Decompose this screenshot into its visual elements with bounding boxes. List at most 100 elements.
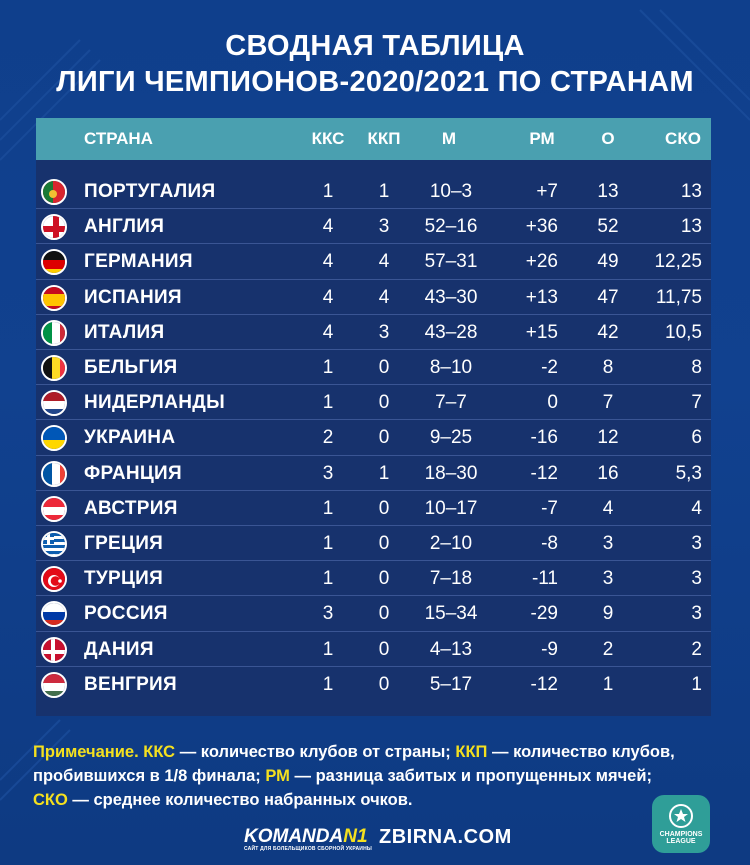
matches-value: 7–18 bbox=[429, 568, 473, 590]
note-highlight: Примечание. ККС bbox=[33, 743, 176, 761]
matches-value: 10–17 bbox=[424, 497, 478, 519]
rm-value: +15 bbox=[525, 321, 558, 343]
rm-value: -29 bbox=[530, 603, 558, 625]
table-row: ГРЕЦИЯ 1 0 2–10 -8 3 3 bbox=[36, 526, 711, 561]
kkp-value: 0 bbox=[378, 673, 390, 695]
rm-value: -12 bbox=[530, 673, 558, 695]
komanda-logo-number: N1 bbox=[343, 826, 368, 847]
matches-value: 5–17 bbox=[429, 673, 473, 695]
zbirna-site-label: ZBIRNA.COM bbox=[379, 826, 512, 848]
header-kks: ККС bbox=[311, 129, 345, 148]
komanda-logo: KOMANDAN1 САЙТ ДЛЯ БОЛЕЛЬЩИКОВ СБОРНОЙ У… bbox=[244, 826, 372, 852]
kkp-value: 1 bbox=[378, 181, 390, 202]
title-line-2: ЛИГИ ЧЕМПИОНОВ-2020/2021 ПО СТРАНАМ bbox=[56, 66, 694, 98]
kks-value: 1 bbox=[322, 392, 334, 414]
row-divider bbox=[36, 454, 711, 456]
matches-value: 10–3 bbox=[429, 181, 473, 202]
kkp-value: 0 bbox=[378, 568, 390, 590]
sko-value: 3 bbox=[691, 568, 702, 590]
table-row: ИТАЛИЯ 4 3 43–28 +15 42 10,5 bbox=[36, 315, 711, 350]
turkey-flag-icon bbox=[41, 566, 67, 593]
points-value: 7 bbox=[602, 392, 614, 414]
country-name: БЕЛЬГИЯ bbox=[84, 357, 178, 378]
matches-value: 4–13 bbox=[429, 638, 473, 660]
rm-value: +36 bbox=[525, 216, 558, 238]
row-divider bbox=[36, 278, 711, 280]
sko-value: 10,5 bbox=[665, 321, 702, 343]
rm-value: -16 bbox=[530, 427, 558, 449]
points-value: 9 bbox=[602, 603, 614, 625]
cl-logo-line-2: LEAGUE bbox=[666, 838, 696, 845]
table-row: РОССИЯ 3 0 15–34 -29 9 3 bbox=[36, 596, 711, 631]
row-divider bbox=[36, 560, 711, 562]
sko-value: 5,3 bbox=[675, 462, 702, 484]
cl-logo-line-1: CHAMPIONS bbox=[659, 831, 703, 838]
portugal-flag-icon bbox=[41, 179, 67, 205]
row-divider bbox=[36, 525, 711, 526]
sko-value: 6 bbox=[691, 427, 702, 449]
table-row: ГЕРМАНИЯ 4 4 57–31 +26 49 12,25 bbox=[36, 244, 711, 279]
header-country: СТРАНА bbox=[84, 129, 153, 148]
footnote: Примечание. ККС — количество клубов от с… bbox=[33, 740, 723, 812]
kkp-value: 0 bbox=[378, 427, 390, 449]
sko-value: 1 bbox=[691, 673, 702, 695]
matches-value: 8–10 bbox=[429, 357, 473, 378]
champions-league-logo: CHAMPIONS LEAGUE bbox=[652, 795, 710, 853]
points-value: 1 bbox=[602, 673, 614, 695]
points-value: 13 bbox=[597, 181, 619, 202]
sko-value: 11,75 bbox=[655, 286, 702, 308]
country-name: ИТАЛИЯ bbox=[84, 321, 165, 343]
matches-value: 9–25 bbox=[429, 427, 473, 449]
note-text: — количество клубов, bbox=[487, 743, 675, 761]
kkp-value: 0 bbox=[378, 497, 390, 519]
rm-value: -9 bbox=[541, 638, 558, 660]
header-rm: РМ bbox=[529, 129, 555, 148]
row-divider bbox=[36, 665, 711, 667]
starball-icon bbox=[669, 804, 693, 828]
greece-flag-icon bbox=[41, 531, 67, 557]
kks-value: 1 bbox=[322, 357, 334, 378]
points-value: 3 bbox=[602, 533, 614, 554]
kks-value: 1 bbox=[322, 497, 334, 519]
kkp-value: 4 bbox=[378, 286, 390, 308]
belgium-flag-icon bbox=[41, 355, 67, 381]
netherlands-flag-icon bbox=[41, 390, 67, 417]
matches-value: 18–30 bbox=[424, 462, 478, 484]
matches-value: 52–16 bbox=[424, 216, 478, 238]
table-row: ИСПАНИЯ 4 4 43–30 +13 47 11,75 bbox=[36, 280, 711, 315]
sko-value: 13 bbox=[680, 216, 702, 238]
kkp-value: 0 bbox=[378, 638, 390, 660]
kkp-value: 0 bbox=[378, 603, 390, 625]
points-value: 49 bbox=[597, 251, 619, 273]
country-name: РОССИЯ bbox=[84, 603, 168, 625]
france-flag-icon bbox=[41, 460, 67, 487]
matches-value: 43–30 bbox=[424, 286, 478, 308]
row-divider bbox=[36, 349, 711, 350]
header-m: М bbox=[441, 129, 457, 148]
row-divider bbox=[36, 208, 711, 210]
points-value: 12 bbox=[597, 427, 619, 449]
kkp-value: 1 bbox=[378, 462, 390, 484]
points-value: 2 bbox=[602, 638, 614, 660]
row-divider bbox=[36, 419, 711, 421]
sko-value: 7 bbox=[691, 392, 702, 414]
kks-value: 1 bbox=[322, 638, 334, 660]
title-line-1: СВОДНАЯ ТАБЛИЦА bbox=[225, 30, 525, 62]
matches-value: 2–10 bbox=[429, 533, 473, 554]
table-row: ВЕНГРИЯ 1 0 5–17 -12 1 1 bbox=[36, 667, 711, 702]
points-value: 16 bbox=[597, 462, 619, 484]
sko-value: 3 bbox=[691, 533, 702, 554]
points-value: 3 bbox=[602, 568, 614, 590]
table-row: ПОРТУГАЛИЯ 1 1 10–3 +7 13 13 bbox=[36, 174, 711, 209]
rm-value: +13 bbox=[525, 286, 558, 308]
table-row: ДАНИЯ 1 0 4–13 -9 2 2 bbox=[36, 632, 711, 667]
sko-value: 4 bbox=[691, 497, 702, 519]
note-highlight: ККП bbox=[455, 743, 488, 761]
hungary-flag-icon bbox=[41, 671, 67, 698]
sko-value: 8 bbox=[691, 357, 702, 378]
rm-value: +26 bbox=[525, 251, 558, 273]
rm-value: -7 bbox=[541, 497, 558, 519]
russia-flag-icon bbox=[41, 601, 67, 628]
kks-value: 4 bbox=[322, 216, 334, 238]
header-kkp: ККП bbox=[367, 129, 401, 148]
